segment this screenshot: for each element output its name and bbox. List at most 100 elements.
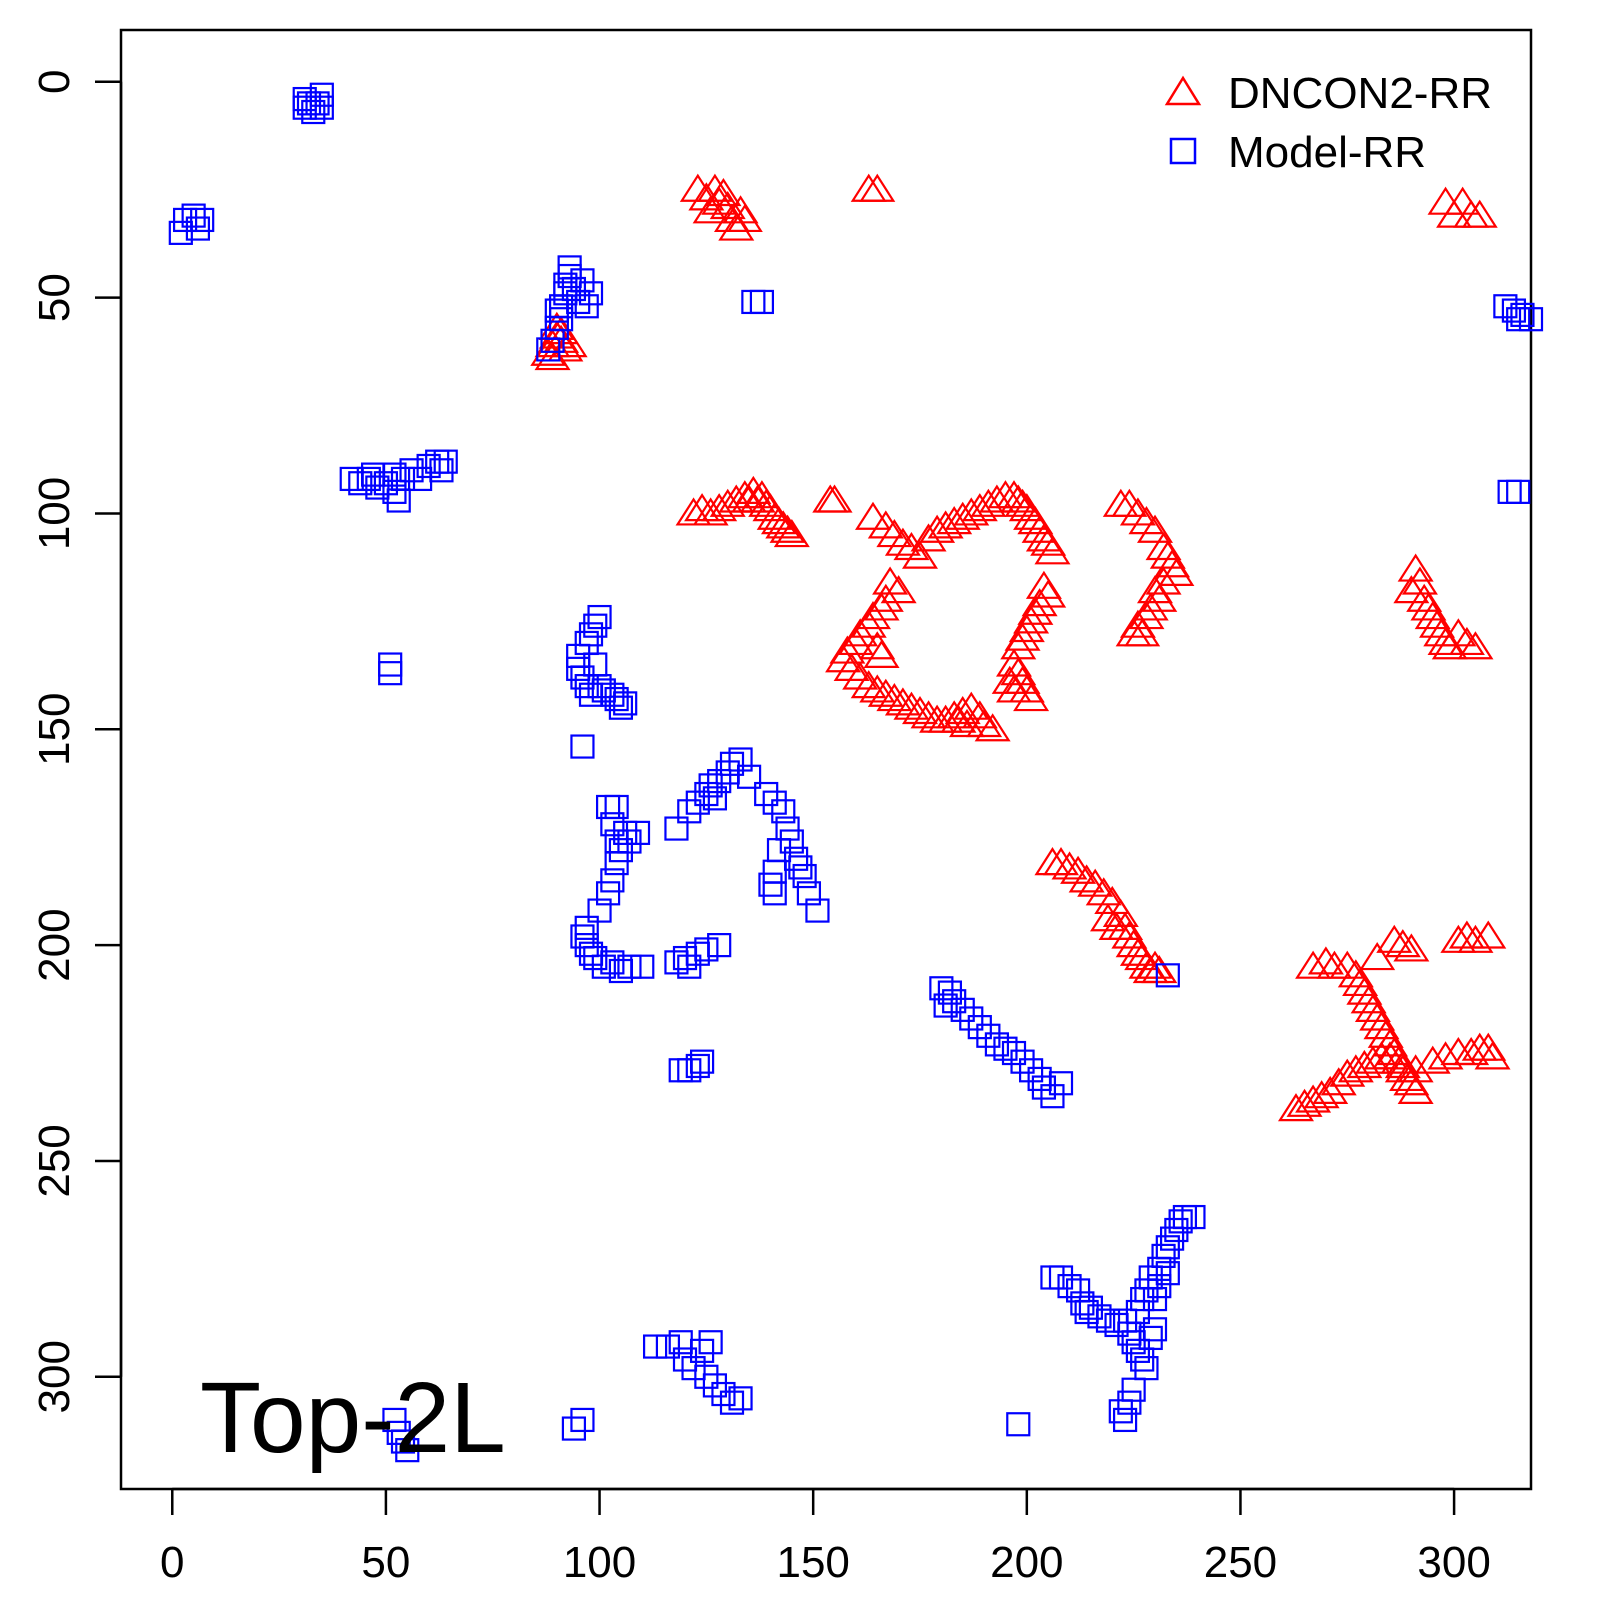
point-dncon2-rr [1312,1075,1349,1104]
point-model-rr [1070,1291,1095,1316]
point-dncon2-rr [1448,920,1485,949]
point-dncon2-rr [854,501,892,530]
point-dncon2-rr [1329,1058,1366,1087]
point-dncon2-rr [901,540,939,569]
point-model-rr [1048,1265,1074,1290]
point-model-rr [1138,1325,1163,1351]
point-model-rr [561,1416,587,1441]
point-model-rr [595,881,621,906]
point-model-rr [783,846,809,871]
point-dncon2-rr [1337,1054,1374,1083]
point-model-rr [1048,1071,1074,1096]
point-model-rr [292,95,317,120]
point-dncon2-rr [1000,484,1037,513]
point-dncon2-rr [1098,911,1135,940]
point-model-rr [788,855,813,880]
x-tick-label: 50 [361,1538,410,1587]
point-model-rr [694,937,719,962]
point-model-rr [1142,1317,1168,1342]
point-model-rr [1134,1278,1159,1303]
point-model-rr [1010,1049,1035,1074]
point-dncon2-rr [940,704,977,733]
point-dncon2-rr [974,713,1011,742]
point-model-rr [792,863,817,889]
point-model-rr [587,604,612,630]
point-model-rr [399,458,424,483]
y-tick-label: 100 [30,477,79,550]
point-dncon2-rr [769,514,806,543]
series-dncon2-rr [530,173,1511,1122]
point-dncon2-rr [978,484,1015,513]
point-model-rr [967,1015,992,1040]
point-model-rr [758,872,783,897]
point-dncon2-rr [936,700,973,729]
point-model-rr [604,686,629,712]
point-dncon2-rr [880,575,917,604]
point-dncon2-rr [1119,497,1156,526]
point-model-rr [1155,1235,1180,1260]
point-dncon2-rr [1371,1041,1409,1070]
y-tick-label: 250 [30,1124,79,1197]
point-model-rr [390,1429,416,1454]
point-dncon2-rr [1111,488,1148,517]
x-axis: 0 50 100 150 200 250 300 [160,1487,1491,1587]
point-model-rr [685,1053,710,1079]
point-model-rr [694,781,719,807]
point-dncon2-rr [1427,1041,1464,1070]
point-model-rr [942,989,967,1014]
point-dncon2-rr [919,514,956,543]
point-dncon2-rr [970,488,1007,517]
series-model-rr [168,82,1544,1463]
y-tick-label: 200 [30,908,79,981]
point-dncon2-rr [944,501,981,530]
point-model-rr [1104,1312,1129,1338]
point-model-rr [373,471,399,496]
point-dncon2-rr [1448,626,1485,656]
point-model-rr [728,747,753,772]
point-model-rr [664,816,689,841]
point-model-rr [1510,302,1535,327]
point-dncon2-rr [696,173,733,202]
point-dncon2-rr [1158,557,1195,586]
legend-label-dncon2-rr: DNCON2-RR [1228,69,1492,118]
point-model-rr [779,829,804,854]
point-model-rr [702,1373,728,1398]
point-dncon2-rr [893,691,930,720]
point-dncon2-rr [1077,868,1114,897]
point-model-rr [933,993,958,1018]
point-model-rr [1151,1243,1176,1269]
point-model-rr [984,1032,1010,1057]
point-model-rr [1031,1075,1057,1100]
point-dncon2-rr [1354,1045,1391,1074]
point-model-rr [348,471,373,496]
point-model-rr [796,881,822,906]
point-model-rr [959,1006,984,1031]
point-dncon2-rr [876,683,913,712]
point-model-rr [613,691,638,716]
point-model-rr [548,307,574,332]
point-model-rr [168,220,193,245]
point-model-rr [1001,1040,1027,1066]
point-model-rr [1121,1330,1146,1355]
point-model-rr [1018,1058,1044,1083]
point-dncon2-rr [1295,1084,1332,1113]
point-dncon2-rr [1286,1088,1323,1117]
point-dncon2-rr [1457,631,1494,660]
point-model-rr [749,289,775,315]
panel-label: Top-2L [200,1362,506,1474]
point-model-rr [736,764,762,789]
point-model-rr [617,829,642,854]
point-dncon2-rr [1359,942,1396,971]
point-dncon2-rr [1393,575,1430,604]
point-model-rr [677,799,702,824]
point-dncon2-rr [1277,1093,1315,1122]
point-dncon2-rr [718,212,755,241]
y-tick-label: 300 [30,1340,79,1413]
point-model-rr [929,976,954,1001]
point-model-rr [395,1438,420,1463]
point-dncon2-rr [1030,579,1067,608]
point-model-rr [1134,1356,1159,1381]
legend-item-dncon2-rr: DNCON2-RR [1164,69,1492,118]
point-dncon2-rr [901,695,939,725]
point-dncon2-rr [1457,924,1494,953]
